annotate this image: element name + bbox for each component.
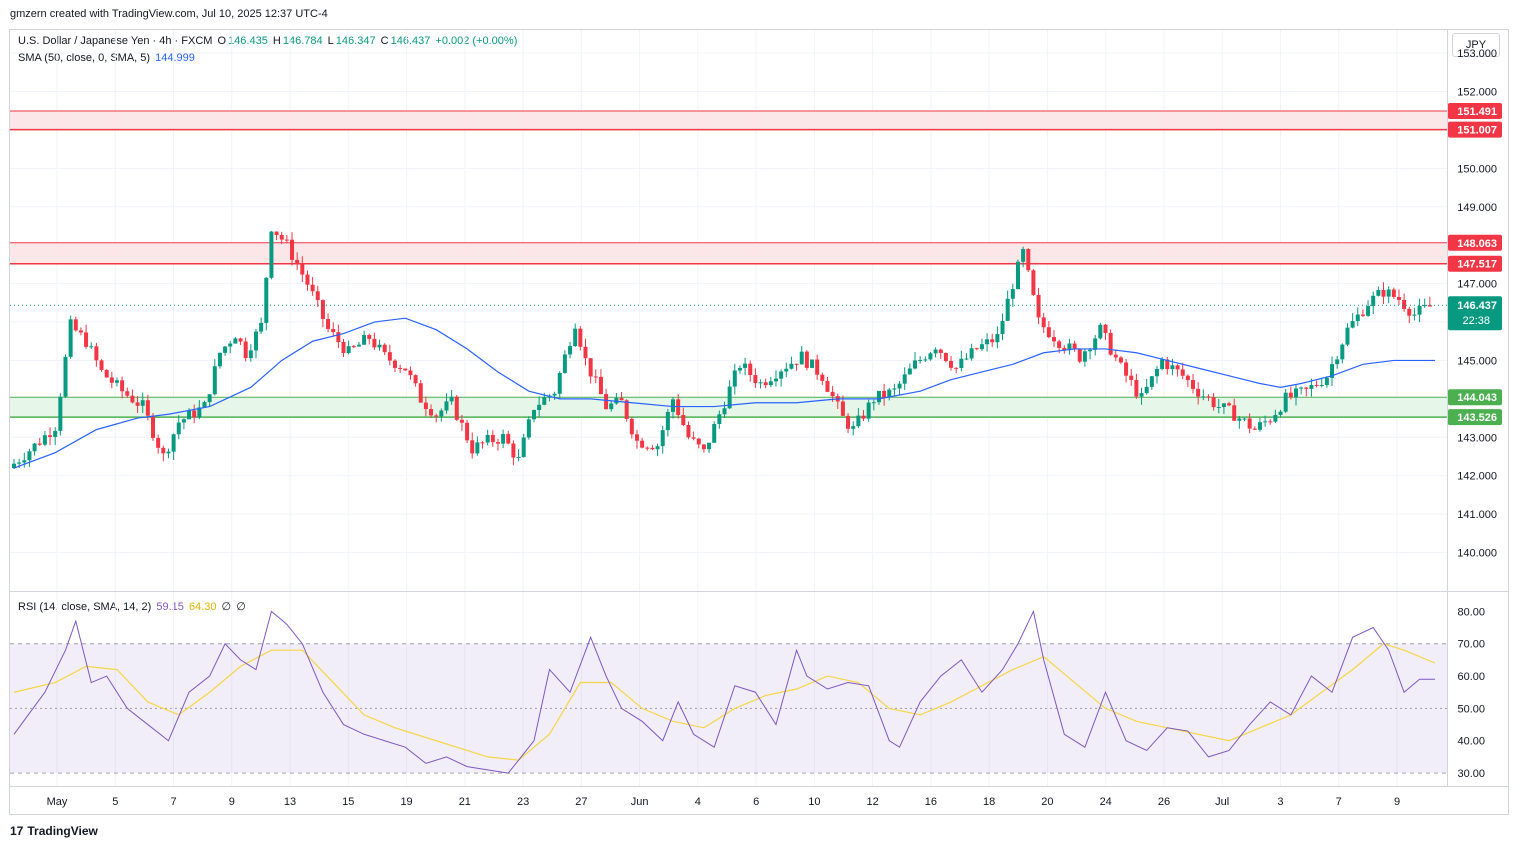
change-value: +0.002 (+0.00%) [435, 35, 518, 47]
low-label: L [327, 35, 334, 47]
low-value: 146.347 [335, 35, 376, 47]
high-value: 146.784 [282, 35, 323, 47]
rsi-label: RSI (14, close, SMA, 14, 2) [18, 601, 152, 613]
rsi-extra-2: ∅ [236, 601, 246, 613]
open-value: 146.435 [228, 35, 268, 47]
symbol-name[interactable]: U.S. Dollar / Japanese Yen · 4h · FXCM [18, 35, 213, 47]
sma-legend[interactable]: SMA (50, close, 0, SMA, 5) 144.999 [18, 52, 197, 64]
chart-frame [9, 29, 1509, 815]
symbol-legend: U.S. Dollar / Japanese Yen · 4h · FXCM O… [18, 35, 519, 47]
high-label: H [272, 35, 281, 47]
tradingview-logo-mark: 17 [10, 824, 24, 838]
chart-credit: gmzern created with TradingView.com, Jul… [10, 8, 328, 20]
sma-value: 144.999 [155, 52, 195, 64]
tradingview-logo[interactable]: 17 TradingView [10, 824, 98, 838]
rsi-ma-value: 64.30 [188, 601, 217, 613]
rsi-extra-1: ∅ [221, 601, 232, 613]
sma-label: SMA (50, close, 0, SMA, 5) [18, 52, 151, 64]
currency-button[interactable]: JPY [1452, 33, 1500, 57]
rsi-value: 59.15 [156, 601, 184, 613]
open-label: O [217, 35, 227, 47]
close-value: 146.437 [390, 35, 431, 47]
rsi-legend[interactable]: RSI (14, close, SMA, 14, 2) 59.15 64.30 … [18, 600, 248, 613]
close-label: C [380, 35, 389, 47]
tradingview-logo-text: TradingView [27, 824, 98, 838]
